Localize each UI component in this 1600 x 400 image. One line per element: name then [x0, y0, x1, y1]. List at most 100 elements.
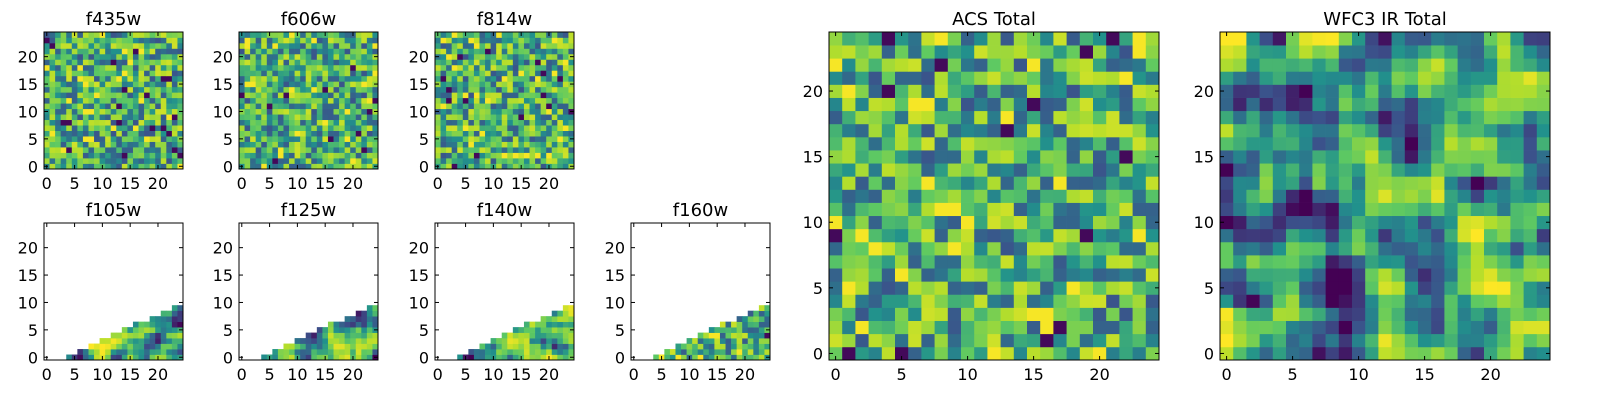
- heatmap-cell: [1027, 71, 1041, 85]
- heatmap-cell: [339, 114, 345, 121]
- heatmap-cell: [361, 316, 368, 322]
- heatmap-cell: [138, 81, 145, 88]
- heatmap-cell: [1365, 97, 1379, 112]
- heatmap-cell: [1013, 202, 1028, 217]
- heatmap-cell: [355, 125, 362, 131]
- heatmap-cell: [1132, 189, 1147, 203]
- heatmap-cell: [121, 332, 128, 339]
- heatmap-cell: [255, 32, 262, 38]
- heatmap-cell: [921, 320, 935, 335]
- heatmap-cell: [277, 75, 284, 82]
- heatmap-cell: [283, 42, 290, 49]
- heatmap-cell: [366, 42, 373, 49]
- heatmap-cell: [110, 163, 117, 170]
- heatmap-cell: [1352, 110, 1366, 125]
- heatmap-cell: [562, 81, 569, 88]
- heatmap-cell: [322, 327, 329, 333]
- heatmap-cell: [1013, 110, 1028, 125]
- heatmap-cell: [1233, 255, 1247, 269]
- heatmap-cell: [568, 59, 575, 66]
- heatmap-cell: [1220, 215, 1234, 230]
- heatmap-cell: [1457, 123, 1472, 138]
- heatmap-cell: [1299, 215, 1313, 230]
- heatmap-cell: [361, 349, 368, 355]
- heatmap-cell: [758, 338, 765, 344]
- heatmap-cell: [250, 70, 257, 77]
- heatmap-cell: [132, 48, 139, 55]
- heatmap-cell: [1404, 215, 1419, 230]
- heatmap-cell: [1510, 215, 1524, 230]
- heatmap-cell: [908, 294, 922, 308]
- heatmap-cell: [138, 103, 145, 110]
- heatmap-cell: [1431, 307, 1445, 321]
- heatmap-cell: [88, 163, 95, 170]
- heatmap-cell: [361, 97, 368, 104]
- heatmap-cell: [479, 152, 486, 159]
- heatmap-cell: [1259, 97, 1274, 112]
- heatmap-cell: [551, 349, 558, 355]
- heatmap-cell: [1106, 228, 1120, 243]
- heatmap-cell: [1079, 320, 1094, 335]
- heatmap-cell: [1536, 268, 1551, 282]
- heatmap-cell: [272, 114, 279, 121]
- heatmap-cell: [1312, 202, 1326, 217]
- heatmap-cell: [1053, 163, 1067, 177]
- heatmap-cell: [44, 42, 50, 49]
- heatmap-cell: [1312, 71, 1326, 85]
- heatmap-cell: [881, 71, 896, 85]
- heatmap-cell: [1404, 268, 1419, 282]
- heatmap-cell: [855, 307, 869, 321]
- heatmap-cell: [473, 141, 480, 148]
- heatmap-cell: [82, 103, 89, 110]
- heatmap-cell: [266, 136, 273, 142]
- heatmap-cell: [1132, 110, 1147, 125]
- heatmap-cell: [921, 255, 935, 269]
- heatmap-cell: [485, 81, 491, 88]
- heatmap-cell: [277, 53, 284, 60]
- heatmap-cell: [250, 125, 257, 131]
- heatmap-cell: [1378, 150, 1392, 164]
- heatmap-cell: [490, 152, 497, 159]
- heatmap-cell: [1119, 123, 1133, 138]
- heatmap-cell: [277, 108, 284, 115]
- heatmap-cell: [457, 86, 464, 93]
- heatmap-cell: [473, 163, 480, 170]
- heatmap-cell: [1457, 136, 1472, 151]
- heatmap-cell: [1272, 58, 1287, 72]
- heatmap-cell: [842, 150, 856, 164]
- heatmap-cell: [961, 150, 975, 164]
- heatmap-cell: [562, 48, 569, 55]
- heatmap-cell: [372, 338, 379, 344]
- heatmap-cell: [333, 354, 340, 361]
- heatmap-cell: [496, 64, 503, 71]
- heatmap-cell: [557, 42, 564, 49]
- heatmap-cell: [451, 163, 458, 170]
- heatmap-cell: [1040, 189, 1054, 203]
- heatmap-cell: [372, 114, 379, 121]
- y-tick-label: 10: [213, 102, 233, 121]
- y-tick-label: 0: [223, 157, 233, 176]
- heatmap-cell: [731, 327, 737, 333]
- heatmap-cell: [451, 48, 458, 55]
- heatmap-cell: [961, 45, 975, 59]
- heatmap-cell: [473, 75, 480, 82]
- heatmap-cell: [60, 42, 67, 49]
- heatmap-cell: [1272, 150, 1287, 164]
- heatmap-cell: [66, 64, 73, 71]
- heatmap-cell: [261, 136, 268, 142]
- heatmap-cell: [669, 349, 676, 355]
- heatmap-cell: [127, 130, 134, 137]
- heatmap-cell: [719, 349, 726, 355]
- heatmap-cell: [1325, 307, 1340, 321]
- heatmap-cell: [457, 53, 464, 60]
- heatmap-cell: [166, 59, 173, 66]
- heatmap-cell: [855, 97, 869, 112]
- heatmap-cell: [289, 92, 295, 99]
- heatmap-cell: [457, 354, 464, 361]
- heatmap-cell: [1312, 176, 1326, 190]
- heatmap-cell: [1484, 97, 1498, 112]
- heatmap-cell: [105, 158, 112, 164]
- heatmap-cell: [1286, 110, 1300, 125]
- heatmap-cell: [934, 136, 949, 151]
- heatmap-cell: [540, 147, 547, 153]
